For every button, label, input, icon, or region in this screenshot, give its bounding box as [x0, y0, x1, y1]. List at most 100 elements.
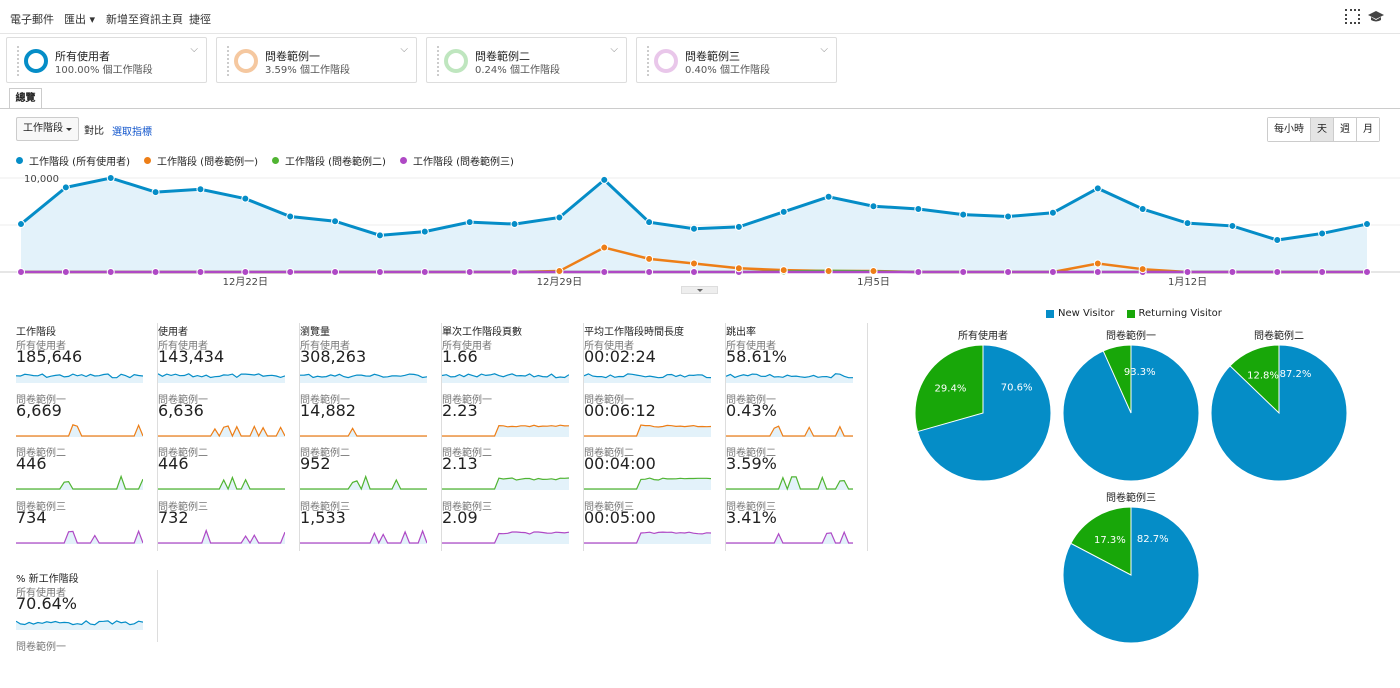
data-point[interactable] [420, 227, 429, 236]
data-point[interactable] [465, 218, 474, 227]
data-point[interactable] [286, 268, 295, 276]
data-point[interactable] [510, 268, 519, 276]
metric-card[interactable]: 工作階段 所有使用者 185,646 問卷範例一 6,669 問卷範例二 446 問卷範例三 7… [16, 323, 158, 551]
data-point[interactable] [61, 183, 70, 192]
data-point[interactable] [1183, 268, 1192, 276]
data-point[interactable] [196, 185, 205, 194]
segment-1[interactable]: 所有使用者 100.00% 個工作階段 ⌵ [6, 37, 207, 83]
data-point[interactable] [196, 268, 205, 276]
data-point[interactable] [420, 268, 429, 276]
data-point[interactable] [1273, 268, 1282, 276]
data-point[interactable] [914, 268, 923, 276]
data-point[interactable] [690, 259, 698, 268]
data-point[interactable] [1228, 221, 1237, 230]
data-point[interactable] [1318, 229, 1327, 238]
pie-legend-item[interactable]: New Visitor [1046, 308, 1115, 319]
data-point[interactable] [1138, 205, 1147, 214]
data-point[interactable] [1363, 268, 1371, 276]
granularity-week[interactable]: 週 [1333, 118, 1356, 141]
metric-card[interactable]: 平均工作階段時間長度 所有使用者 00:02:24 問卷範例一 00:06:12 問卷範例… [584, 323, 726, 551]
metric-card[interactable]: 瀏覽量 所有使用者 308,263 問卷範例一 14,882 問卷範例二 952 問卷範例三 1… [300, 323, 442, 551]
chevron-down-icon[interactable]: ⌵ [610, 44, 618, 55]
drag-handle[interactable] [647, 46, 649, 76]
data-point[interactable] [645, 254, 654, 263]
add-dashboard-button[interactable]: 新增至資訊主頁 [106, 13, 183, 26]
data-point[interactable] [1363, 220, 1371, 229]
data-point[interactable] [331, 217, 340, 226]
data-point[interactable] [959, 268, 968, 276]
data-point[interactable] [959, 210, 968, 219]
data-point[interactable] [241, 268, 250, 276]
data-point[interactable] [1228, 268, 1237, 276]
legend-item[interactable]: 工作階段 (所有使用者) [16, 153, 130, 168]
granularity-hourly[interactable]: 每小時 [1268, 118, 1310, 141]
data-point[interactable] [375, 268, 384, 276]
data-point[interactable] [1004, 212, 1013, 221]
granularity-day[interactable]: 天 [1310, 118, 1333, 141]
data-point[interactable] [779, 207, 788, 216]
data-point[interactable] [690, 268, 698, 276]
pie-slice-returning[interactable] [914, 344, 984, 433]
graduation-cap-icon[interactable] [1368, 10, 1384, 23]
data-point[interactable] [1183, 219, 1192, 228]
segment-3[interactable]: 問卷範例二 0.24% 個工作階段 ⌵ [426, 37, 627, 83]
legend-item[interactable]: 工作階段 (問卷範例一) [143, 153, 258, 168]
data-point[interactable] [106, 174, 115, 182]
data-point[interactable] [1093, 259, 1102, 268]
metric-card[interactable]: % 新工作階段 所有使用者 70.64% 問卷範例一 [16, 570, 158, 653]
data-point[interactable] [241, 194, 250, 203]
data-point[interactable] [1318, 268, 1327, 276]
chevron-down-icon[interactable]: ⌵ [190, 44, 198, 55]
data-point[interactable] [1093, 184, 1102, 193]
export-button[interactable]: 匯出 ▾ [64, 13, 96, 26]
metric-card[interactable]: 單次工作階段頁數 所有使用者 1.66 問卷範例一 2.23 問卷範例二 2.13 問卷範例三… [442, 323, 584, 551]
email-button[interactable]: 電子郵件 [10, 13, 54, 26]
data-point[interactable] [465, 268, 474, 276]
data-point[interactable] [869, 202, 878, 211]
data-point[interactable] [645, 218, 654, 227]
drag-handle[interactable] [437, 46, 439, 76]
segment-4[interactable]: 問卷範例三 0.40% 個工作階段 ⌵ [636, 37, 837, 83]
granularity-month[interactable]: 月 [1356, 118, 1379, 141]
select-metric-link[interactable]: 選取指標 [112, 127, 152, 138]
data-point[interactable] [734, 222, 743, 231]
data-point[interactable] [510, 220, 519, 229]
data-point[interactable] [1004, 268, 1013, 276]
data-point[interactable] [17, 268, 25, 276]
drag-handle[interactable] [17, 46, 19, 76]
data-point[interactable] [1048, 268, 1057, 276]
data-point[interactable] [555, 267, 564, 276]
metric-card[interactable]: 跳出率 所有使用者 58.61% 問卷範例一 0.43% 問卷範例二 3.59% 問卷範例三 3… [726, 323, 868, 551]
data-point[interactable] [331, 268, 340, 276]
chevron-down-icon[interactable]: ⌵ [400, 44, 408, 55]
qr-grid-icon[interactable] [1345, 9, 1360, 24]
data-point[interactable] [1093, 268, 1102, 276]
data-point[interactable] [779, 266, 788, 275]
data-point[interactable] [824, 192, 833, 201]
data-point[interactable] [106, 268, 115, 276]
data-point[interactable] [17, 220, 25, 229]
legend-item[interactable]: 工作階段 (問卷範例二) [271, 153, 386, 168]
data-point[interactable] [151, 268, 160, 276]
drag-handle[interactable] [227, 46, 229, 76]
data-point[interactable] [600, 243, 609, 252]
segment-2[interactable]: 問卷範例一 3.59% 個工作階段 ⌵ [216, 37, 417, 83]
data-point[interactable] [1138, 265, 1147, 274]
pie-slice-returning[interactable] [1102, 344, 1132, 414]
data-point[interactable] [734, 264, 743, 273]
shortcut-button[interactable]: 捷徑 [189, 13, 211, 26]
data-point[interactable] [1273, 236, 1282, 245]
data-point[interactable] [824, 267, 833, 276]
metric-dropdown[interactable]: 工作階段 [16, 117, 79, 141]
legend-item[interactable]: 工作階段 (問卷範例三) [399, 153, 514, 168]
data-point[interactable] [690, 224, 698, 233]
data-point[interactable] [151, 188, 160, 197]
data-point[interactable] [61, 268, 70, 276]
chevron-down-icon[interactable]: ⌵ [820, 44, 828, 55]
data-point[interactable] [1048, 208, 1057, 217]
data-point[interactable] [600, 268, 609, 276]
data-point[interactable] [286, 212, 295, 221]
data-point[interactable] [645, 268, 654, 276]
data-point[interactable] [555, 213, 564, 222]
data-point[interactable] [375, 231, 384, 240]
